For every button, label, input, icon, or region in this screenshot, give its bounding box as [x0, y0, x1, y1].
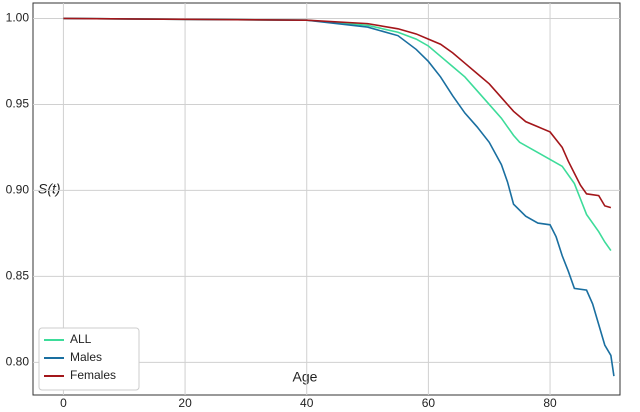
plot-frame [32, 2, 621, 396]
y-tick-label: 0.90 [6, 183, 30, 197]
survival-line [63, 17, 612, 209]
x-tick-label: 40 [300, 396, 314, 410]
y-tick-label: 1.00 [6, 11, 30, 25]
x-tick-label: 20 [178, 396, 192, 410]
y-tick-label: 0.95 [6, 97, 30, 111]
x-tick-label: 80 [543, 396, 557, 410]
survival-line [63, 17, 615, 377]
x-tick-label: 0 [60, 396, 67, 410]
y-axis-label: S(t) [38, 181, 61, 197]
legend-label: ALL [70, 332, 92, 346]
legend-label: Males [70, 350, 102, 364]
x-axis-label: Age [293, 369, 318, 385]
legend-label: Females [70, 368, 116, 382]
legend-box [38, 327, 140, 391]
y-tick-label: 0.85 [6, 269, 30, 283]
x-tick-label: 60 [422, 396, 436, 410]
y-tick-label: 0.80 [6, 355, 30, 369]
survival-line [63, 17, 612, 252]
